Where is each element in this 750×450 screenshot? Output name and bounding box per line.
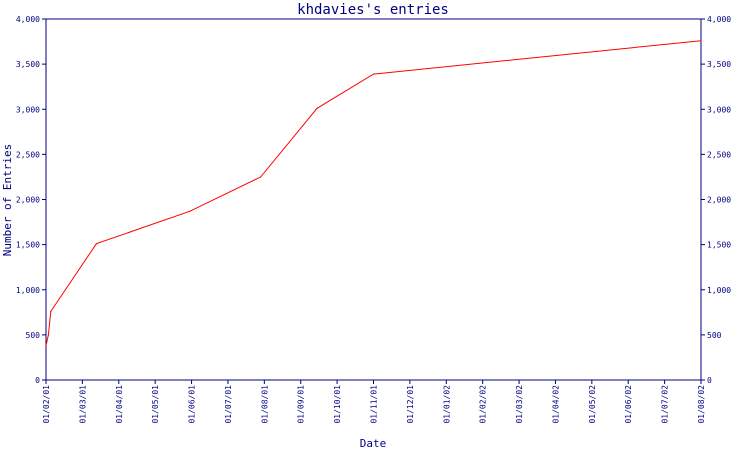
y-tick-label-right: 500 [707,331,722,340]
x-tick-label: 01/10/01 [333,385,342,424]
data-point [372,73,375,75]
y-tick-label-right: 3,000 [707,105,731,114]
data-point [95,243,97,245]
x-tick-label: 01/08/01 [260,385,269,424]
data-point [50,310,52,313]
y-tick-label-left: 1,500 [16,241,40,250]
y-tick-label-right: 3,500 [707,60,731,69]
x-tick-label: 01/07/01 [224,385,233,424]
x-tick-label: 01/01/02 [442,385,451,424]
y-tick-label-right: 2,000 [707,196,731,205]
y-tick-label-left: 3,000 [16,105,40,114]
y-tick-label-right: 1,000 [707,286,731,295]
axis-ticks: 0 0 500 500 1,000 1,000 1,500 1,500 2,000 2,000 2,… [16,15,731,424]
data-point [45,345,47,347]
x-tick-label: 01/02/01 [42,385,51,424]
x-tick-label: 01/12/01 [406,385,415,424]
y-tick-label-right: 4,000 [707,15,731,24]
y-axis-label: Number of Entries [1,144,14,257]
x-tick-label: 01/04/01 [115,385,124,424]
y-tick-label-left: 1,000 [16,286,40,295]
y-tick-label-left: 3,500 [16,60,40,69]
y-tick-label-left: 2,500 [16,150,40,159]
y-tick-label-left: 0 [35,376,40,385]
x-axis-label: Date [360,437,387,450]
data-point [189,210,191,212]
x-tick-label: 01/04/02 [551,385,560,424]
x-tick-label: 01/08/02 [697,385,706,424]
data-point [47,334,49,336]
chart-title: khdavies's entries [297,2,449,18]
x-tick-label: 01/06/02 [624,385,633,424]
x-tick-label: 01/05/02 [588,385,597,424]
y-tick-label-right: 2,500 [707,150,731,159]
x-tick-label: 01/05/01 [151,385,160,424]
x-tick-label: 01/11/01 [370,385,379,424]
y-tick-label-left: 2,000 [16,196,40,205]
series-line [45,40,702,346]
y-tick-label-left: 4,000 [16,15,40,24]
data-point [260,176,262,178]
plot-frame [45,18,702,381]
y-tick-label-right: 0 [707,376,712,385]
x-tick-label: 01/03/01 [78,385,87,424]
data-point [700,40,702,42]
x-tick-label: 01/07/02 [661,385,670,424]
series-layer [45,40,702,347]
x-tick-label: 01/03/02 [515,385,524,424]
x-tick-label: 01/06/01 [188,385,197,424]
data-point [316,107,318,109]
y-tick-label-right: 1,500 [707,241,731,250]
x-tick-label: 01/02/02 [479,385,488,424]
x-tick-label: 01/09/01 [297,385,306,424]
y-tick-label-left: 500 [26,331,41,340]
